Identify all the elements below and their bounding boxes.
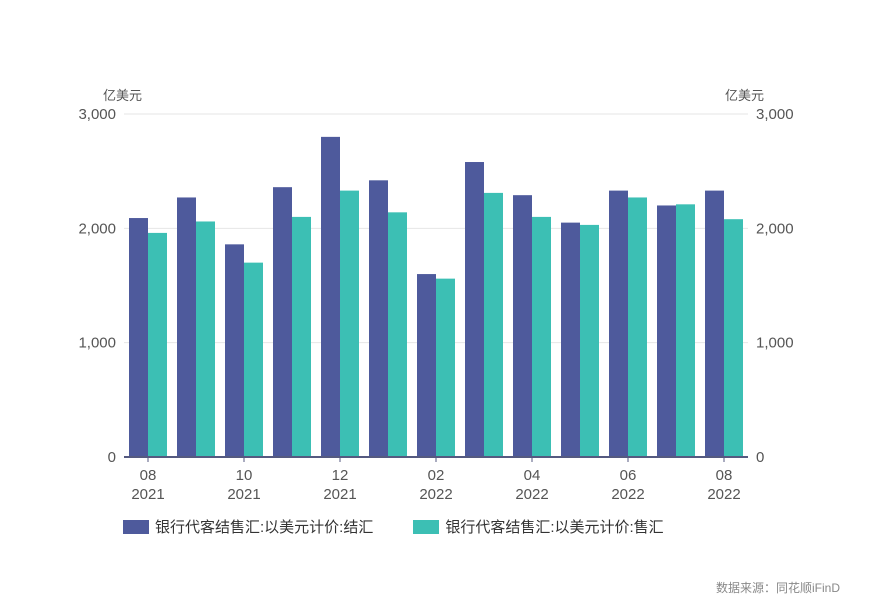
bar-sale[interactable] <box>436 278 455 457</box>
bar-sale[interactable] <box>580 224 599 457</box>
y-axis-left-labels: 0 1,000 2,000 3,000 <box>78 106 116 466</box>
y-tick-label-left: 0 <box>108 449 116 466</box>
x-tick-label-month: 08 <box>716 467 733 484</box>
legend: 银行代客结售汇:以美元计价:结汇 银行代客结售汇:以美元计价:售汇 <box>123 516 664 537</box>
x-tick-label-month: 10 <box>236 467 253 484</box>
data-source: 数据来源：同花顺iFinD <box>715 581 840 595</box>
y-axis-left-unit: 亿美元 <box>103 88 143 103</box>
y-axis-right-unit: 亿美元 <box>725 88 765 103</box>
x-tick-label-year: 2022 <box>611 486 644 503</box>
bar-settlement[interactable] <box>561 222 580 457</box>
x-tick-label-month: 12 <box>332 467 349 484</box>
bars <box>129 136 743 458</box>
legend-label-sale: 银行代客结售汇:以美元计价:售汇 <box>445 519 664 536</box>
bar-sale[interactable] <box>676 204 695 457</box>
y-tick-label-right: 0 <box>756 449 764 466</box>
bar-sale[interactable] <box>148 232 167 457</box>
y-tick-label-left: 2,000 <box>78 220 116 237</box>
y-tick-label-right: 1,000 <box>756 335 794 352</box>
y-tick-label-right: 2,000 <box>756 220 794 237</box>
x-tick-label-year: 2021 <box>131 486 164 503</box>
bar-settlement[interactable] <box>705 190 724 457</box>
bar-sale[interactable] <box>292 216 311 457</box>
legend-item-sale[interactable]: 银行代客结售汇:以美元计价:售汇 <box>413 516 664 537</box>
legend-swatch-settlement <box>123 519 149 534</box>
bar-sale[interactable] <box>484 192 503 457</box>
x-tick-label-year: 2021 <box>227 486 260 503</box>
bar-settlement[interactable] <box>225 244 244 457</box>
y-tick-label-right: 3,000 <box>756 106 794 123</box>
bar-sale[interactable] <box>532 216 551 457</box>
x-tick-label-month: 06 <box>620 467 637 484</box>
bar-settlement[interactable] <box>273 187 292 457</box>
x-tick-label-month: 02 <box>428 467 445 484</box>
y-tick-label-left: 3,000 <box>78 106 116 123</box>
bar-settlement[interactable] <box>177 197 196 458</box>
x-tick-label-month: 08 <box>140 467 157 484</box>
y-tick-label-left: 1,000 <box>78 335 116 352</box>
bar-sale[interactable] <box>388 212 407 457</box>
bar-sale[interactable] <box>244 262 263 457</box>
bar-sale[interactable] <box>724 219 743 457</box>
bar-settlement[interactable] <box>657 205 676 457</box>
bar-settlement[interactable] <box>417 274 436 457</box>
x-tick-label-year: 2022 <box>419 486 452 503</box>
x-tick-label-year: 2022 <box>515 486 548 503</box>
bar-settlement[interactable] <box>465 162 484 457</box>
axes <box>124 456 748 462</box>
y-axis-right-labels: 0 1,000 2,000 3,000 <box>756 106 794 466</box>
legend-label-settlement: 银行代客结售汇:以美元计价:结汇 <box>155 519 374 536</box>
x-tick-label-month: 04 <box>524 467 541 484</box>
bar-sale[interactable] <box>340 190 359 457</box>
x-tick-label-year: 2022 <box>707 486 740 503</box>
legend-item-settlement[interactable]: 银行代客结售汇:以美元计价:结汇 <box>123 516 373 537</box>
bar-settlement[interactable] <box>129 218 148 457</box>
bar-settlement[interactable] <box>369 180 388 457</box>
legend-swatch-sale <box>413 519 440 534</box>
x-tick-label-year: 2021 <box>323 486 356 503</box>
bar-sale[interactable] <box>628 197 647 458</box>
bar-settlement[interactable] <box>321 136 340 457</box>
bar-sale[interactable] <box>196 221 215 457</box>
bar-settlement[interactable] <box>513 195 532 457</box>
bar-settlement[interactable] <box>609 190 628 457</box>
x-axis-labels: 08 2021 10 2021 12 2021 02 2022 04 2022 06 2022 08 20… <box>131 467 740 503</box>
